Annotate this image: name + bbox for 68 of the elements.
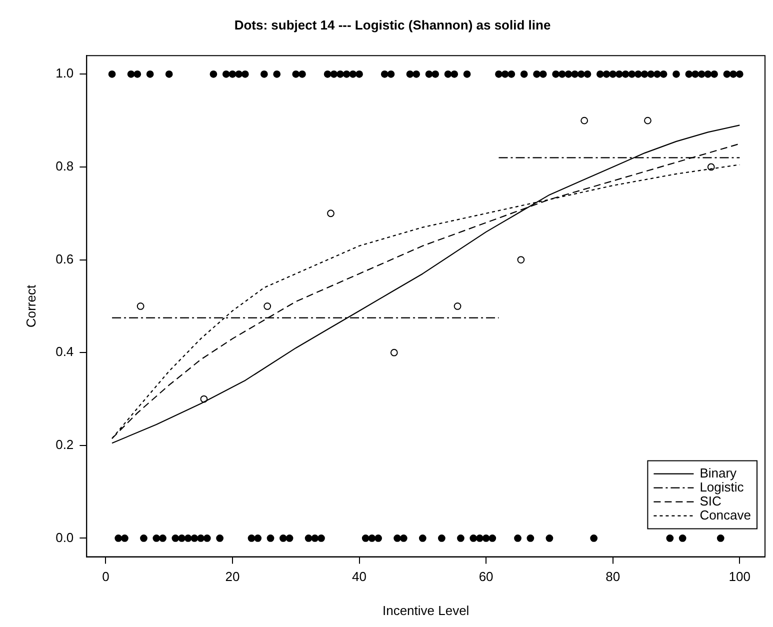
point bbox=[400, 534, 408, 542]
point bbox=[178, 534, 186, 542]
point bbox=[418, 534, 426, 542]
point bbox=[254, 534, 262, 542]
point bbox=[666, 534, 674, 542]
point bbox=[546, 534, 554, 542]
point bbox=[374, 534, 382, 542]
point bbox=[197, 534, 204, 542]
y-axis-title: Correct bbox=[23, 284, 38, 328]
point bbox=[470, 534, 478, 542]
legend-label: Logistic bbox=[700, 479, 744, 494]
point bbox=[140, 534, 148, 542]
x-tick-label: 20 bbox=[225, 569, 240, 584]
point bbox=[304, 534, 312, 542]
y-tick-label: 0.8 bbox=[56, 158, 74, 174]
x-tick-label: 40 bbox=[352, 569, 367, 584]
point bbox=[114, 534, 122, 542]
legend-label: Binary bbox=[700, 465, 738, 480]
point bbox=[286, 534, 294, 542]
point bbox=[190, 534, 198, 542]
point bbox=[644, 116, 652, 124]
point bbox=[394, 534, 402, 542]
point bbox=[482, 534, 490, 542]
point bbox=[390, 348, 398, 356]
point bbox=[184, 534, 192, 542]
y-tick-label: 0.6 bbox=[56, 251, 74, 266]
point bbox=[678, 534, 686, 542]
point bbox=[248, 534, 256, 542]
point bbox=[327, 210, 334, 218]
point bbox=[136, 302, 144, 310]
point bbox=[580, 116, 588, 124]
y-tick-label: 1.0 bbox=[56, 66, 74, 81]
point bbox=[457, 534, 464, 542]
point bbox=[203, 534, 211, 542]
point bbox=[216, 534, 224, 542]
point bbox=[716, 534, 724, 542]
x-tick-label: 100 bbox=[728, 569, 750, 584]
point bbox=[514, 534, 522, 542]
y-tick-label: 0.0 bbox=[56, 530, 74, 545]
legend-label: Concave bbox=[700, 507, 752, 522]
x-tick-label: 80 bbox=[606, 569, 620, 584]
point bbox=[159, 534, 166, 542]
point bbox=[476, 534, 484, 542]
point bbox=[368, 534, 376, 542]
point bbox=[266, 534, 274, 542]
legend-label: SIC bbox=[700, 493, 722, 508]
y-tick-label: 0.4 bbox=[56, 344, 74, 360]
point bbox=[517, 256, 525, 264]
point bbox=[438, 534, 446, 542]
point bbox=[362, 534, 370, 542]
point bbox=[152, 534, 160, 542]
point bbox=[311, 534, 319, 542]
point bbox=[172, 534, 180, 542]
point bbox=[454, 302, 462, 310]
x-tick-label: 0 bbox=[102, 569, 110, 584]
point bbox=[318, 534, 325, 542]
point bbox=[590, 534, 598, 542]
x-axis-title: Incentive Level bbox=[382, 602, 470, 618]
point bbox=[200, 395, 208, 403]
point bbox=[707, 163, 715, 171]
point bbox=[264, 302, 272, 310]
y-tick-label: 0.2 bbox=[56, 437, 74, 452]
point bbox=[526, 534, 534, 542]
point bbox=[488, 534, 496, 542]
point bbox=[279, 534, 287, 542]
point bbox=[121, 534, 128, 542]
x-tick-label: 60 bbox=[478, 569, 494, 584]
chart-title: Dots: subject 14 --- Logistic (Shannon) as solid line bbox=[234, 17, 551, 32]
